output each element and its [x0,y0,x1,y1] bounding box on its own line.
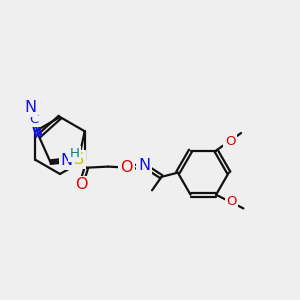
Text: N: N [138,158,150,173]
Text: S: S [74,152,84,166]
Text: O: O [120,160,133,175]
Text: N: N [24,100,36,115]
Text: N: N [61,153,73,168]
Text: O: O [226,195,237,208]
Text: C: C [29,113,38,126]
Text: O: O [225,135,236,148]
Text: H: H [70,148,80,160]
Text: O: O [75,177,87,192]
